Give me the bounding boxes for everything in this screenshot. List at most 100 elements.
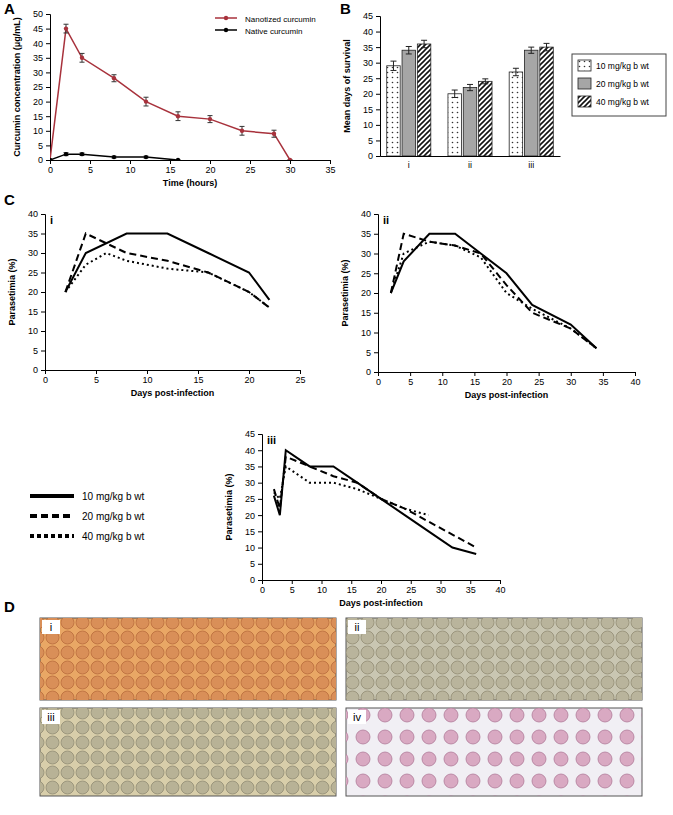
error-bar-part [485,79,486,84]
axis-line [46,371,301,375]
tick: 40 [363,27,380,37]
tick-label: 0 [368,151,373,161]
tick: 0 [368,151,380,161]
error-bar [390,61,396,70]
point [144,99,148,103]
point [64,152,68,156]
y-axis-title: Parasetimia (%) [340,259,350,326]
micrograph: iii [40,708,336,796]
series-line [65,234,269,308]
tick-mark [374,273,378,274]
tick-label: 25 [28,268,38,278]
tick-label: 35 [245,462,255,472]
error-bar-part [112,74,117,75]
tick-mark [258,515,262,516]
y-axis-title: Parasetimia (%) [224,473,234,540]
tick-label: 0 [33,365,38,375]
tick: 35 [598,372,608,387]
tick-mark [376,63,380,64]
error-bar-part [515,68,516,75]
tick: 25 [245,494,262,504]
tick-mark [290,160,291,164]
tick-label: 15 [193,375,203,385]
tick: iii [528,156,534,170]
tick: 15 [347,580,357,595]
tick-label: 35 [466,585,476,595]
tick-mark [374,372,378,373]
tick: 10 [245,543,262,553]
tick: 20 [245,510,262,520]
series-line [50,29,290,160]
tick-mark [41,331,45,332]
tick: 35 [363,42,380,52]
chart: iiiiii051015202530354045Mean days of sur… [342,11,666,170]
axis-line [379,373,636,377]
tick: 30 [285,160,295,175]
tick-mark [41,292,45,293]
tick: 30 [245,478,262,488]
tick-label: 10 [33,126,43,136]
tick: 40 [361,209,378,219]
tick-mark [374,214,378,215]
tick-label: 30 [245,478,255,488]
legend-label: 10 mg/kg b wt [82,491,144,502]
tick: 0 [250,575,262,585]
tick-mark [539,372,540,376]
tick-label: 10 [245,543,255,553]
error-bar-part [80,62,85,63]
bar [479,81,492,156]
bar [463,88,476,156]
tick-mark [198,370,199,374]
error-bar [528,47,534,53]
tick: 15 [470,372,480,387]
series-line [50,154,178,160]
plot-area [387,40,554,156]
tick-label: 5 [408,377,413,387]
point [80,152,84,156]
tick: 20 [28,287,45,297]
error-bar-part [406,46,412,47]
series-line [274,466,429,515]
error-bar-part [390,61,396,62]
tick: 25 [295,370,305,385]
tick: 40 [245,446,262,456]
series-line [65,253,269,308]
y-axis-title: Mean days of survival [342,39,352,133]
tick-mark [411,580,412,584]
axis-line [51,161,331,165]
tick-label: 0 [250,575,255,585]
error-bar-part [424,40,425,47]
tick-mark [258,499,262,500]
tick-mark [147,370,148,374]
plot-area [65,234,269,308]
error-bar-part [546,43,547,50]
error-bar-part [454,90,455,97]
tick: 0 [33,365,45,375]
tick-label: 10 [361,328,371,338]
tick-mark [41,273,45,274]
micrograph-texture [346,708,642,796]
error-bar [482,79,488,84]
tick-mark [410,372,411,376]
error-bar [467,84,473,90]
axis-line [381,156,561,157]
tick: ii [468,156,472,170]
x-axis-title: Days post-infection [339,598,423,608]
tick-mark [322,580,323,584]
tick-mark [571,372,572,376]
tick-mark [376,94,380,95]
tick: 10 [125,160,135,175]
tick-label: 5 [88,165,93,175]
tick-mark [381,580,382,584]
error-bar [144,97,149,106]
legend: 10 mg/kg b wt20 mg/kg b wt40 mg/kg b wt [30,491,144,542]
tick-label: 20 [363,89,373,99]
error-bar-part [408,46,409,53]
micrograph: i [40,618,336,700]
tick-label: i [408,160,410,170]
tick-label: 35 [361,229,371,239]
plot-area [50,24,293,160]
bar [509,72,522,156]
y-axis: 0510152025303540 [361,209,379,377]
tick-label: 5 [290,585,295,595]
